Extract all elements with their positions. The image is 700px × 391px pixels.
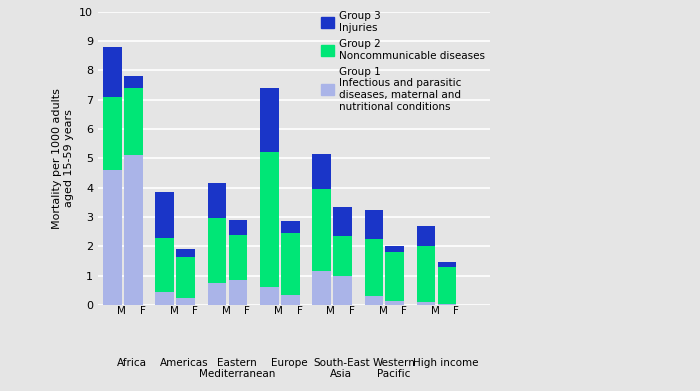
Bar bbox=[103, 47, 122, 97]
Text: Western
Pacific: Western Pacific bbox=[372, 358, 415, 379]
Bar bbox=[124, 76, 143, 88]
Text: Americas: Americas bbox=[160, 358, 209, 368]
Bar bbox=[176, 298, 195, 305]
Bar bbox=[260, 88, 279, 152]
Bar bbox=[281, 221, 300, 233]
Bar bbox=[124, 88, 143, 155]
Text: Africa: Africa bbox=[118, 358, 147, 368]
Bar bbox=[155, 237, 174, 292]
Bar bbox=[333, 276, 352, 305]
Bar bbox=[281, 233, 300, 295]
Y-axis label: Mortality per 1000 adults
aged 15-59 years: Mortality per 1000 adults aged 15-59 yea… bbox=[52, 88, 74, 229]
Bar bbox=[103, 97, 122, 170]
Bar bbox=[333, 207, 352, 236]
Bar bbox=[124, 155, 143, 305]
Bar bbox=[176, 256, 195, 298]
Bar bbox=[208, 283, 226, 305]
Text: South-East
Asia: South-East Asia bbox=[313, 358, 370, 379]
Bar bbox=[312, 189, 331, 271]
Text: High income: High income bbox=[413, 358, 479, 368]
Bar bbox=[229, 235, 247, 280]
Legend: Group 3
Injuries, Group 2
Noncommunicable diseases, Group 1
Infectious and paras: Group 3 Injuries, Group 2 Noncommunicabl… bbox=[321, 11, 485, 111]
Bar bbox=[260, 152, 279, 287]
Bar bbox=[229, 220, 247, 235]
Bar bbox=[386, 301, 404, 305]
Bar bbox=[416, 302, 435, 305]
Bar bbox=[365, 210, 383, 239]
Bar bbox=[155, 292, 174, 305]
Bar bbox=[416, 226, 435, 246]
Bar bbox=[208, 183, 226, 219]
Text: Europe: Europe bbox=[271, 358, 307, 368]
Bar bbox=[312, 154, 331, 189]
Bar bbox=[333, 236, 352, 276]
Text: Eastern
Mediterranean: Eastern Mediterranean bbox=[199, 358, 275, 379]
Bar bbox=[229, 280, 247, 305]
Bar bbox=[155, 192, 174, 237]
Bar bbox=[260, 287, 279, 305]
Bar bbox=[208, 219, 226, 283]
Bar bbox=[365, 239, 383, 296]
Bar bbox=[103, 170, 122, 305]
Bar bbox=[365, 296, 383, 305]
Bar bbox=[281, 295, 300, 305]
Bar bbox=[176, 249, 195, 256]
Bar bbox=[438, 303, 456, 305]
Bar bbox=[438, 262, 456, 267]
Bar bbox=[312, 271, 331, 305]
Bar bbox=[386, 252, 404, 301]
Bar bbox=[438, 267, 456, 303]
Bar bbox=[386, 246, 404, 252]
Bar bbox=[416, 246, 435, 302]
